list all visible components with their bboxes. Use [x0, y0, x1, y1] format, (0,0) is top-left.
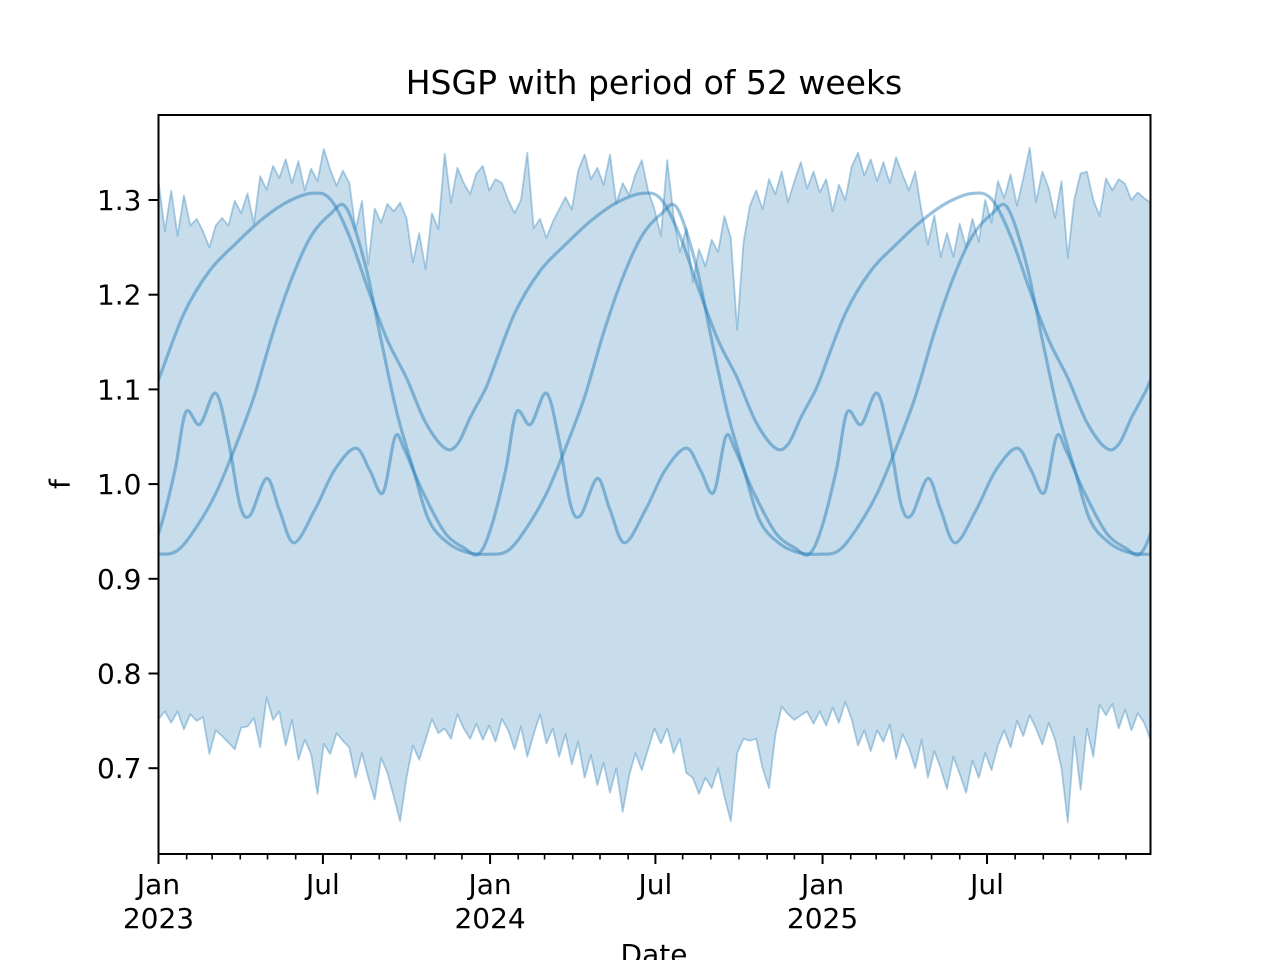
y-axis-label: f: [43, 479, 77, 489]
x-tick-year-label: 2024: [454, 902, 525, 935]
x-tick-label: Jul: [968, 868, 1004, 901]
x-tick-label: Jan: [799, 868, 844, 901]
sample-curve-2: [158, 202, 1151, 556]
sample-curve-1: [158, 191, 1151, 452]
y-tick-label: 1.1: [97, 373, 142, 406]
y-tick-label: 1.0: [97, 468, 142, 501]
sample-curve-3: [158, 391, 1151, 557]
x-tick-year-label: 2023: [123, 902, 194, 935]
hdi-band-upper-edge: [158, 147, 1151, 331]
hdi-band: [158, 147, 1151, 823]
x-tick-label: Jan: [466, 868, 511, 901]
x-tick-year-label: 2025: [787, 902, 858, 935]
chart-title: HSGP with period of 52 weeks: [405, 63, 903, 102]
y-tick-label: 0.9: [97, 563, 142, 596]
y-tick-label: 1.3: [97, 184, 142, 217]
x-axis-label: Date: [620, 938, 688, 960]
y-tick-label: 0.8: [97, 658, 142, 691]
hdi-band-lower-edge: [158, 696, 1151, 824]
x-tick-label: Jan: [135, 868, 180, 901]
y-tick-label: 1.2: [97, 279, 142, 312]
y-tick-label: 0.7: [97, 752, 142, 785]
x-tick-label: Jul: [304, 868, 340, 901]
x-tick-label: Jul: [637, 868, 673, 901]
